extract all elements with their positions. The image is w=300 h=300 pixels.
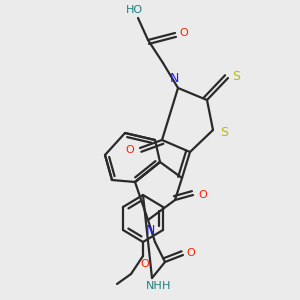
Text: O: O: [187, 248, 195, 258]
Text: N: N: [145, 224, 155, 236]
Text: O: O: [180, 28, 188, 38]
Text: S: S: [232, 70, 240, 83]
Text: HO: HO: [125, 5, 142, 15]
Text: O: O: [141, 259, 149, 269]
Text: S: S: [220, 125, 228, 139]
Text: NH: NH: [146, 281, 162, 291]
Text: O: O: [126, 145, 134, 155]
Text: O: O: [199, 190, 207, 200]
Text: H: H: [162, 281, 170, 291]
Text: N: N: [169, 71, 179, 85]
